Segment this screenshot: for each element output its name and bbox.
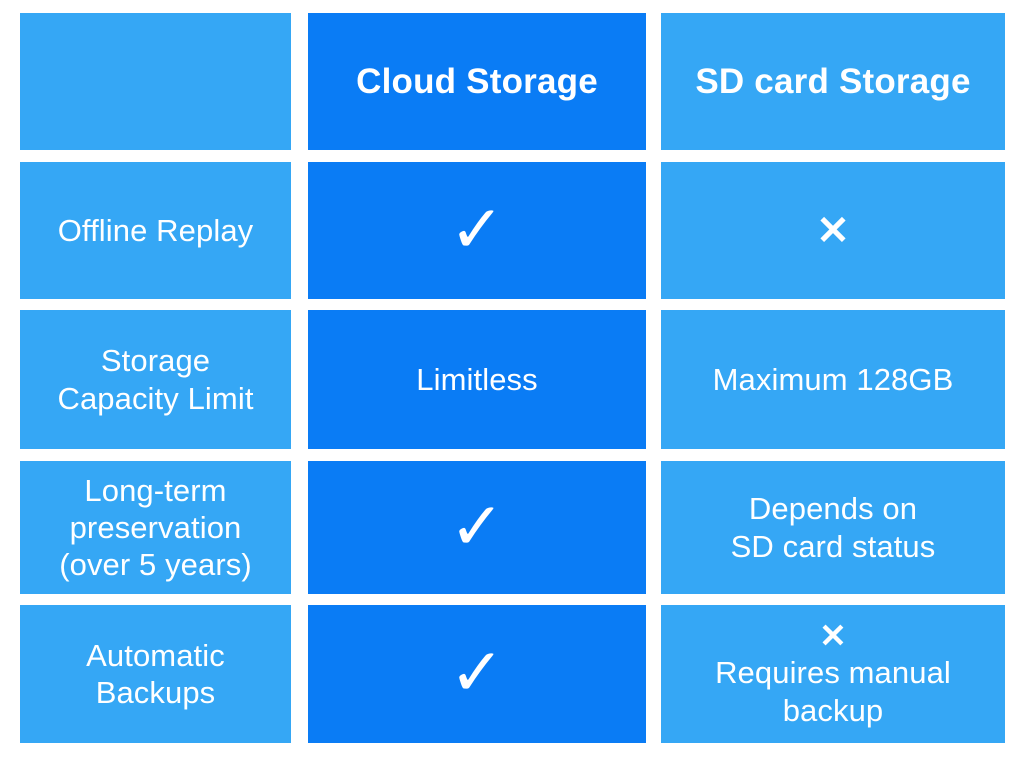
check-icon: ✓ [449,191,505,266]
feature-cell-long-term-preservation: Long-term preservation (over 5 years) [20,461,291,594]
check-icon: ✓ [449,488,505,563]
sd-value-text: backup [782,692,884,728]
feature-label-line: (over 5 years) [59,547,252,583]
feature-label-line: Automatic [86,637,225,673]
feature-cell-automatic-backups: Automatic Backups [20,605,291,743]
feature-label-line: Long-term [84,472,227,508]
header-cell-sd-storage: SD card Storage [661,13,1005,150]
sd-value-text: Maximum 128GB [712,361,954,397]
cross-icon: ✕ [816,208,850,253]
header-cell-cloud-storage: Cloud Storage [308,13,646,150]
cloud-cell-offline-replay: ✓ [308,162,646,299]
header-cloud-storage-label: Cloud Storage [356,61,598,101]
sd-cell-automatic-backups: ✕ Requires manual backup [661,605,1005,743]
sd-cell-storage-capacity-limit: Maximum 128GB [661,310,1005,449]
feature-cell-storage-capacity-limit: Storage Capacity Limit [20,310,291,449]
cloud-cell-storage-capacity-limit: Limitless [308,310,646,449]
feature-label-line: Capacity Limit [57,380,254,416]
feature-label-line: Backups [95,675,216,710]
header-sd-storage-label: SD card Storage [695,61,971,101]
sd-cell-offline-replay: ✕ [661,162,1005,299]
sd-cell-long-term-preservation: Depends on SD card status [661,461,1005,594]
sd-value-text: SD card status [730,528,936,564]
feature-label-line: Offline Replay [57,212,254,248]
cloud-cell-automatic-backups: ✓ [308,605,646,743]
feature-label-line: preservation [69,509,242,545]
cloud-cell-long-term-preservation: ✓ [308,461,646,594]
cross-icon: ✕ [819,617,847,655]
sd-value-text: Depends on [748,491,918,527]
feature-label-line: Storage [100,343,211,379]
check-icon: ✓ [449,635,505,709]
cloud-value-text: Limitless [416,361,538,397]
sd-value-text: Requires manual [715,655,951,691]
header-cell-empty [20,13,291,150]
feature-cell-offline-replay: Offline Replay [20,162,291,299]
